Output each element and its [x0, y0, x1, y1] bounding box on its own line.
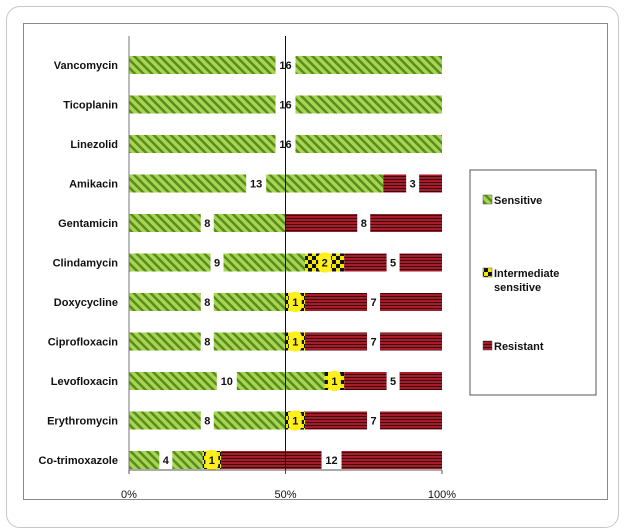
category-label-erythromycin: Erythromycin: [47, 416, 118, 428]
data-label-bg-amikacin-resistant: [406, 173, 420, 194]
data-label-amikacin-sensitive: 13: [250, 179, 262, 191]
data-label-gentamicin-resistant: 8: [361, 218, 367, 230]
data-label-bg-levofloxacin-intermediate: [327, 371, 341, 391]
data-label-doxycycline-sensitive: 8: [204, 297, 210, 309]
x-tick-label-2: 100%: [428, 489, 456, 501]
data-label-bg-amikacin-sensitive: [246, 173, 267, 194]
data-label-clindamycin-resistant: 5: [390, 258, 396, 270]
data-label-co-trimoxazole-sensitive: 4: [163, 455, 170, 467]
data-label-bg-doxycycline-sensitive: [200, 292, 214, 312]
category-label-ticoplanin: Ticoplanin: [63, 100, 118, 112]
x-tick-label-1: 50%: [274, 489, 296, 501]
data-label-bg-gentamicin-resistant: [357, 213, 371, 233]
data-label-bg-ciprofloxacin-resistant: [367, 331, 381, 352]
data-label-bg-ciprofloxacin-sensitive: [200, 331, 214, 352]
data-label-bg-co-trimoxazole-intermediate: [205, 450, 219, 470]
data-label-amikacin-resistant: 3: [410, 179, 416, 191]
data-label-bg-levofloxacin-sensitive: [216, 371, 237, 391]
data-label-bg-erythromycin-resistant: [367, 410, 381, 431]
data-label-erythromycin-intermediate: 1: [292, 416, 298, 428]
data-label-levofloxacin-resistant: 5: [390, 376, 396, 388]
data-label-bg-clindamycin-intermediate: [318, 252, 332, 273]
data-label-gentamicin-sensitive: 8: [204, 218, 210, 230]
data-label-bg-erythromycin-intermediate: [288, 410, 302, 431]
legend-swatch-sensitive: [482, 194, 493, 205]
data-label-bg-co-trimoxazole-sensitive: [159, 450, 173, 470]
data-label-levofloxacin-sensitive: 10: [221, 376, 233, 388]
data-label-bg-clindamycin-resistant: [386, 252, 400, 273]
data-label-clindamycin-sensitive: 9: [214, 258, 220, 270]
data-label-co-trimoxazole-resistant: 12: [325, 455, 337, 467]
category-label-gentamicin: Gentamicin: [58, 218, 118, 230]
legend-label-intermediate: Intermediate: [494, 268, 559, 280]
x-tick-label-0: 0%: [121, 489, 137, 501]
data-label-erythromycin-sensitive: 8: [204, 416, 210, 428]
data-label-bg-co-trimoxazole-resistant: [321, 450, 342, 470]
category-label-vancomycin: Vancomycin: [54, 60, 118, 72]
data-label-doxycycline-resistant: 7: [370, 297, 376, 309]
category-label-clindamycin: Clindamycin: [53, 258, 119, 270]
legend-label-sensitive: Sensitive: [494, 195, 542, 207]
category-label-doxycycline: Doxycycline: [54, 297, 118, 309]
legend-label-intermediate-line2: sensitive: [494, 282, 541, 294]
data-label-bg-gentamicin-sensitive: [200, 213, 214, 233]
data-label-bg-erythromycin-sensitive: [200, 410, 214, 431]
legend-label-resistant: Resistant: [494, 341, 544, 353]
data-label-levofloxacin-intermediate: 1: [331, 376, 337, 388]
data-label-bg-ciprofloxacin-intermediate: [288, 331, 302, 352]
data-label-erythromycin-resistant: 7: [370, 416, 376, 428]
data-label-bg-clindamycin-sensitive: [210, 252, 224, 273]
legend-box: [469, 169, 597, 396]
legend-swatch-resistant: [482, 340, 493, 351]
data-label-ciprofloxacin-intermediate: 1: [292, 337, 298, 349]
data-label-doxycycline-intermediate: 1: [292, 297, 298, 309]
category-label-linezolid: Linezolid: [70, 139, 118, 151]
data-label-bg-doxycycline-resistant: [367, 292, 381, 312]
category-label-levofloxacin: Levofloxacin: [51, 376, 119, 388]
data-label-co-trimoxazole-intermediate: 1: [209, 455, 215, 467]
category-label-ciprofloxacin: Ciprofloxacin: [48, 337, 119, 349]
legend-swatch-intermediate: [482, 267, 493, 278]
category-label-amikacin: Amikacin: [69, 179, 118, 191]
data-label-clindamycin-intermediate: 2: [322, 258, 328, 270]
data-label-ciprofloxacin-sensitive: 8: [204, 337, 210, 349]
data-label-ciprofloxacin-resistant: 7: [370, 337, 376, 349]
data-label-bg-doxycycline-intermediate: [288, 292, 302, 312]
category-label-co-trimoxazole: Co-trimoxazole: [39, 455, 118, 467]
data-label-bg-levofloxacin-resistant: [386, 371, 400, 391]
